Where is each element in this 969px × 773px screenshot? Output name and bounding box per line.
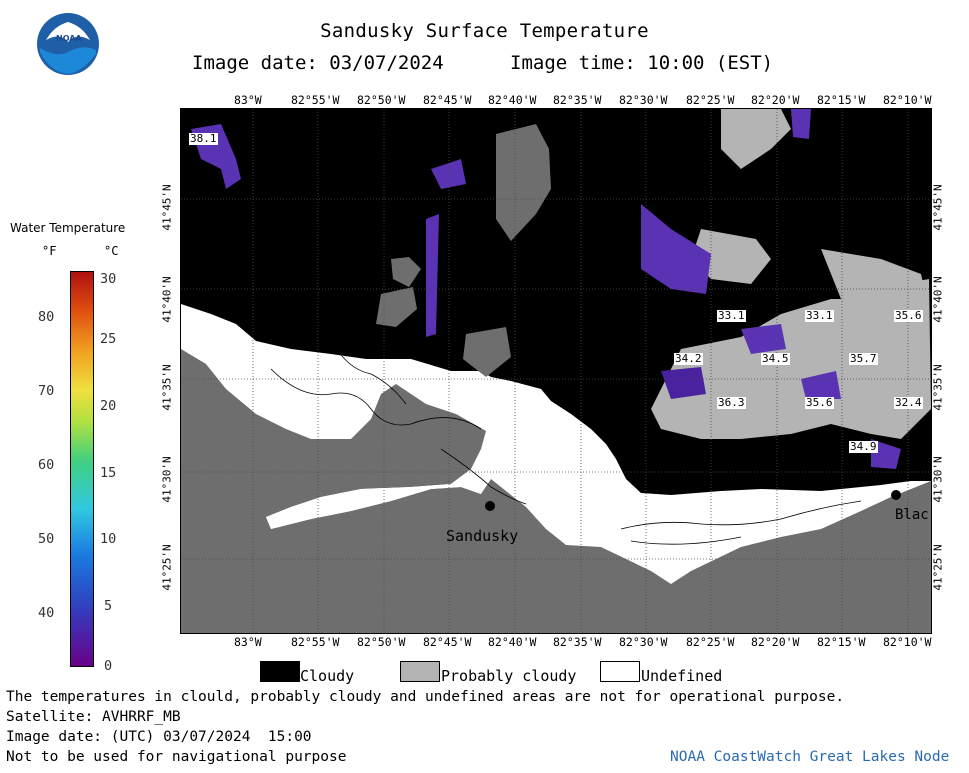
c-tick: 0 [104,658,113,674]
c-tick: 30 [100,271,117,287]
lon-label: 82°20'W [751,635,800,649]
lon-label: 82°50'W [357,93,406,107]
f-tick: 50 [38,531,55,547]
c-tick: 20 [100,398,117,414]
footer-credit[interactable]: NOAA CoastWatch Great Lakes Node [670,749,950,765]
lat-label: 41°35'N [160,364,174,411]
lon-label: 82°10'W [883,635,932,649]
legend-swatch-probably-cloudy [400,661,440,682]
lat-label: 41°35'N [931,364,945,411]
footer-nav-warning: Not to be used for navigational purpose [6,749,347,765]
lat-label: 41°25'N [160,544,174,591]
temp-label: 34.2 [674,352,703,365]
lon-label: 82°25'W [686,93,735,107]
temp-label: 34.9 [849,440,878,453]
edge-city-marker [891,490,901,500]
city-label-edge: Blac [895,507,929,523]
lon-label: 82°55'W [291,635,340,649]
f-tick: 60 [38,457,55,473]
lon-label: 82°35'W [553,635,602,649]
c-tick: 5 [104,598,113,614]
lon-label: 82°10'W [883,93,932,107]
colorbar-gradient [70,271,94,667]
lat-label: 41°45'N [931,184,945,231]
temp-label: 34.5 [761,352,790,365]
noaa-logo-text: NOAA [56,34,82,43]
c-tick: 15 [100,465,117,481]
f-tick: 80 [38,309,55,325]
footer-utc-date: Image date: (UTC) 03/07/2024 15:00 [6,729,312,745]
colorbar-unit-f: °F [42,244,57,258]
lon-label: 82°30'W [619,93,668,107]
lat-label: 41°30'N [160,456,174,503]
lon-label: 82°40'W [488,93,537,107]
image-date: Image date: 03/07/2024 [192,52,444,74]
lon-label: 82°50'W [357,635,406,649]
temp-label: 32.4 [894,396,923,409]
temp-label: 35.7 [849,352,878,365]
lon-label: 82°15'W [817,93,866,107]
legend-swatch-cloudy [260,661,300,682]
lat-label: 41°40'N [160,276,174,323]
lon-label: 82°25'W [686,635,735,649]
colorbar-unit-c: °C [104,244,119,258]
legend-swatch-undefined [600,661,640,682]
f-tick: 70 [38,383,55,399]
c-tick: 25 [100,331,117,347]
lat-label: 41°30'N [931,456,945,503]
temp-label: 33.1 [717,309,746,322]
legend-label-probably-cloudy: Probably cloudy [441,667,577,685]
lon-label: 82°45'W [423,93,472,107]
lat-label: 41°45'N [160,184,174,231]
lon-label: 83°W [234,93,262,107]
footer-disclaimer: The temperatures in clould, probably clo… [6,689,845,705]
city-label-sandusky: Sandusky [446,527,519,545]
lat-label: 41°40'N [931,276,945,323]
legend-label-undefined: Undefined [641,667,723,685]
lon-label: 82°30'W [619,635,668,649]
legend-label-cloudy: Cloudy [300,667,355,685]
sandusky-marker [485,501,495,511]
lon-label: 82°40'W [488,635,537,649]
noaa-logo: NOAA [36,12,100,76]
lon-label: 82°55'W [291,93,340,107]
colorbar-title: Water Temperature [10,221,126,235]
map-panel[interactable]: 38.1 33.1 33.1 35.6 34.2 34.5 35.7 36.3 … [180,108,932,634]
footer-satellite: Satellite: AVHRRF_MB [6,709,181,725]
temp-label: 35.6 [805,396,834,409]
temp-label: 33.1 [805,309,834,322]
temp-label: 36.3 [717,396,746,409]
lon-label: 82°20'W [751,93,800,107]
lat-label: 41°25'N [931,544,945,591]
lon-label: 82°15'W [817,635,866,649]
image-time: Image time: 10:00 (EST) [510,52,774,74]
lon-label: 82°35'W [553,93,602,107]
lon-label: 83°W [234,635,262,649]
temp-label: 35.6 [894,309,923,322]
lon-label: 82°45'W [423,635,472,649]
temp-label: 38.1 [189,132,218,145]
c-tick: 10 [100,531,117,547]
page-title: Sandusky Surface Temperature [320,20,649,42]
f-tick: 40 [38,605,55,621]
